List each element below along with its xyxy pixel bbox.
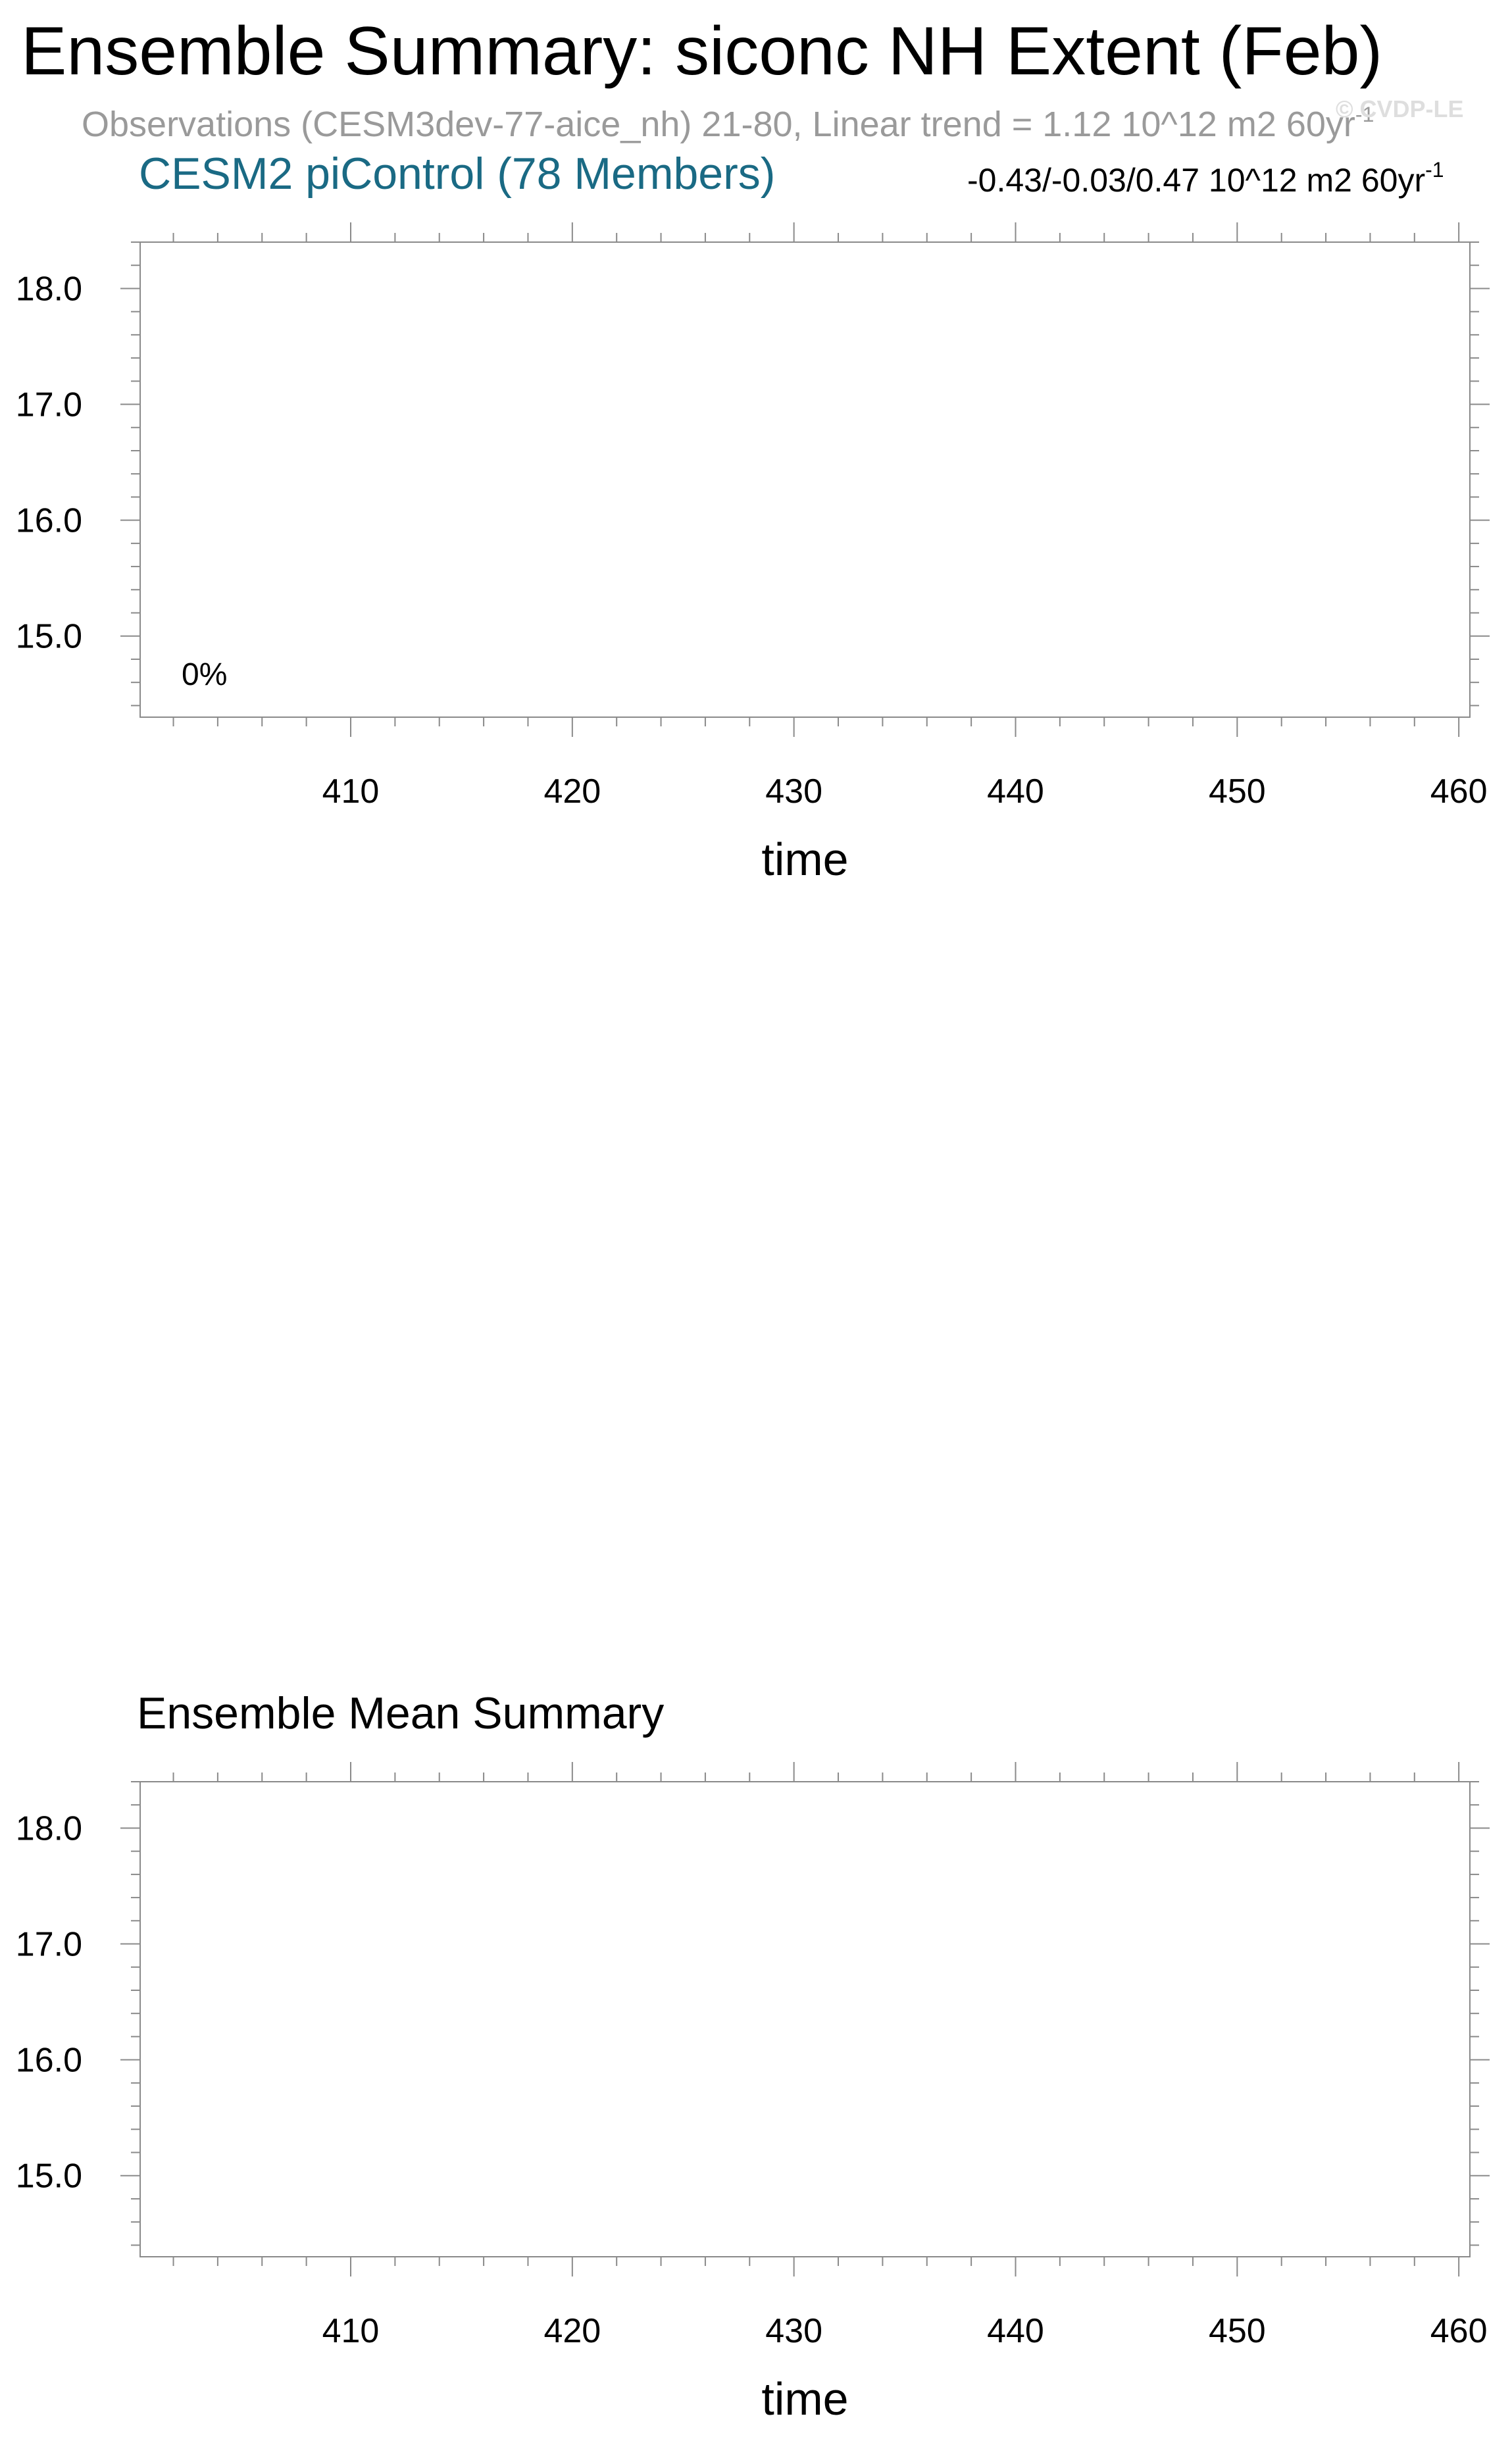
page-title: Ensemble Summary: siconc NH Extent (Feb) [21,13,1383,89]
trend-range-exponent: -1 [1425,158,1444,182]
x-tick-label: 440 [987,772,1044,811]
ensemble-mean-plot: 410 420 430 440 450 460 15.0 16.0 17.0 18.0 time [16,1762,1490,2425]
cvdp-watermark: © CVDP-LE [1336,95,1464,122]
panel2-title: Ensemble Mean Summary [137,1688,665,1738]
x-axis-title: time [761,834,848,885]
observations-subtitle: Observations (CESM3dev-77-aice_nh) 21-80… [82,104,1374,142]
x-tick-label: 420 [543,772,601,811]
x-axis-title: time [761,2373,848,2425]
x-tick-label: 430 [765,772,822,811]
observations-subtitle-text: Observations (CESM3dev-77-aice_nh) 21-80… [82,105,1355,144]
y-tick-label: 18.0 [16,270,82,308]
percent-annotation: 0% [182,657,228,692]
x-tick-label: 450 [1209,2312,1266,2350]
plot-frame [139,241,1471,718]
x-tick-label: 460 [1430,772,1488,811]
x-tick-label: 410 [322,772,380,811]
trend-range-annotation: -0.43/-0.03/0.47 10^12 m2 60yr-1 [967,159,1444,197]
x-tick-label: 430 [765,2312,822,2350]
observations-subtitle-exponent: -1 [1355,103,1374,126]
x-tick-label: 410 [322,2312,380,2350]
y-tick-label: 17.0 [16,386,82,424]
panel1-title: CESM2 piControl (78 Members) [139,149,776,199]
x-tick-label: 450 [1209,772,1266,811]
plot-frame [139,1781,1471,2257]
y-tick-label: 16.0 [16,2042,82,2080]
y-tick-label: 17.0 [16,1926,82,1964]
x-tick-label: 420 [543,2312,601,2350]
y-tick-label: 16.0 [16,502,82,540]
y-tick-label: 18.0 [16,1809,82,1848]
y-tick-label: 15.0 [16,618,82,656]
x-tick-label: 440 [987,2312,1044,2350]
trend-range-text: -0.43/-0.03/0.47 10^12 m2 60yr [967,162,1426,199]
x-tick-label: 460 [1430,2312,1488,2350]
ensemble-members-plot: 410 420 430 440 450 460 15.0 16.0 17.0 18.0 time [16,222,1490,885]
y-tick-label: 15.0 [16,2157,82,2196]
